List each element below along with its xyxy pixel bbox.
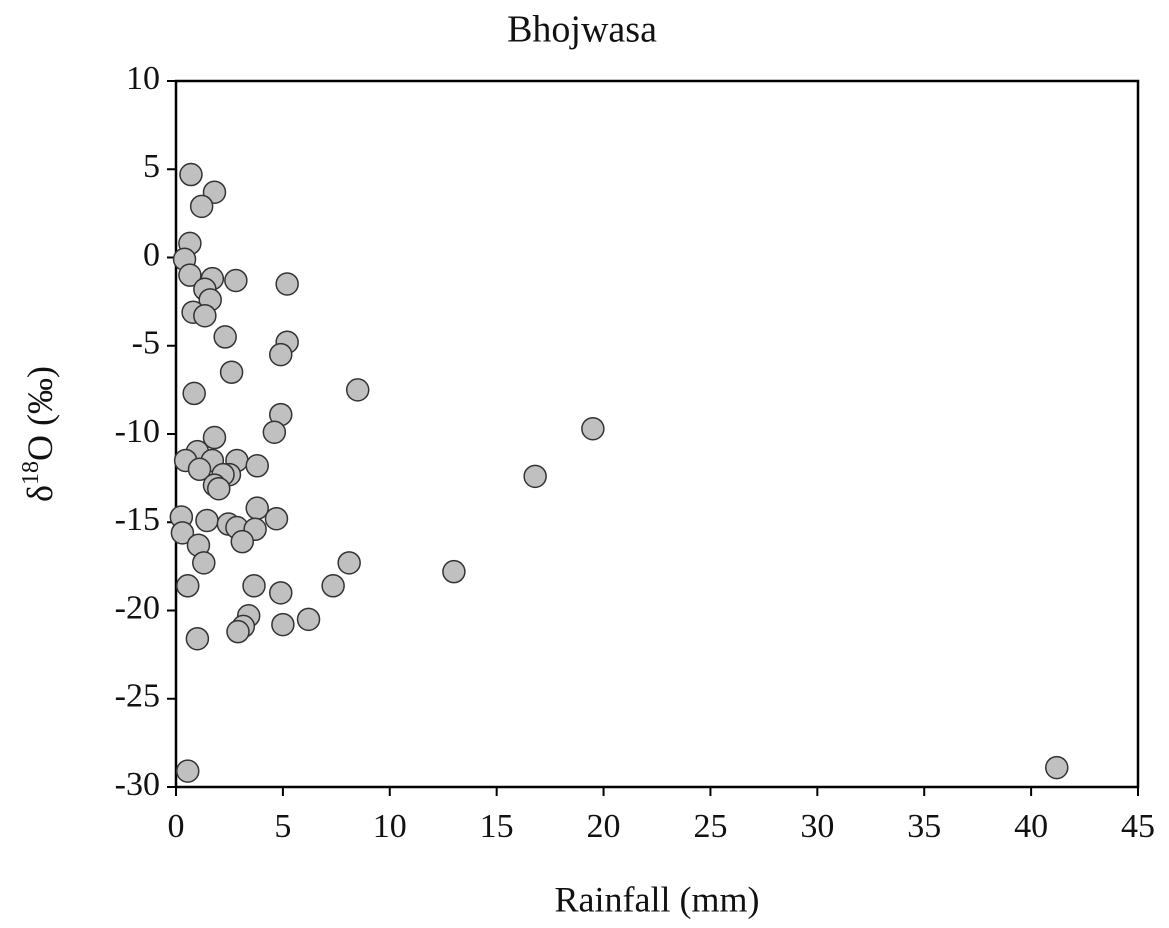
data-point xyxy=(195,508,219,533)
data-point xyxy=(193,303,217,328)
data-point xyxy=(192,551,216,575)
data-point xyxy=(213,325,237,349)
data-point xyxy=(226,619,250,644)
data-point xyxy=(1045,755,1069,780)
y-label-superscript: 18 xyxy=(18,461,44,485)
x-tick-label: 25 xyxy=(693,808,727,845)
x-tick-label: 0 xyxy=(168,808,185,845)
x-tick-label: 40 xyxy=(1014,808,1048,845)
x-axis-label: Rainfall (mm) xyxy=(555,879,760,919)
y-label-part: δ xyxy=(20,485,60,502)
y-tick-label: -10 xyxy=(115,413,160,450)
plot-frame xyxy=(174,79,1140,789)
y-tick-label: -25 xyxy=(115,678,160,715)
data-point xyxy=(176,759,200,783)
chart-title: Bhojwasa xyxy=(507,9,657,51)
y-tick-label: 5 xyxy=(143,148,160,185)
y-tick-label: 10 xyxy=(126,60,160,97)
data-point xyxy=(523,464,547,489)
data-point xyxy=(271,612,295,637)
data-point xyxy=(345,378,370,402)
x-tick-label: 20 xyxy=(587,808,621,845)
data-point xyxy=(264,506,289,531)
data-point xyxy=(245,496,269,520)
data-point xyxy=(224,268,248,293)
x-tick-label: 35 xyxy=(907,808,941,845)
data-point xyxy=(269,342,293,367)
data-point xyxy=(207,476,231,501)
data-point xyxy=(170,521,195,545)
y-axis-label: δ18O (‰) xyxy=(18,366,61,502)
data-point xyxy=(219,360,244,384)
y-tick-label: -20 xyxy=(115,589,160,626)
y-tick-label: -5 xyxy=(132,325,160,362)
data-point xyxy=(185,626,210,651)
x-tick-label: 45 xyxy=(1121,808,1155,845)
data-point xyxy=(187,457,212,482)
data-point xyxy=(275,272,299,296)
data-point xyxy=(581,416,605,441)
data-point xyxy=(202,425,227,450)
data-point xyxy=(179,162,203,187)
data-point xyxy=(245,454,269,478)
data-point xyxy=(442,559,466,584)
data-point xyxy=(242,574,266,598)
y-tick-label: 0 xyxy=(143,236,160,273)
data-point xyxy=(182,381,206,406)
y-tick-label: -30 xyxy=(115,766,160,803)
data-point xyxy=(178,263,202,287)
data-point xyxy=(262,420,287,444)
data-point xyxy=(176,574,200,598)
data-point xyxy=(321,574,345,598)
y-tick-label: -15 xyxy=(115,501,160,538)
data-point xyxy=(269,581,293,605)
x-tick-label: 15 xyxy=(480,808,514,845)
x-tick-label: 30 xyxy=(800,808,834,845)
x-tick-label: 5 xyxy=(274,808,291,845)
data-point xyxy=(296,607,321,632)
y-label-part: O (‰) xyxy=(20,366,60,461)
data-point xyxy=(189,194,214,219)
data-point xyxy=(230,529,255,554)
x-tick-label: 10 xyxy=(373,808,407,845)
data-point xyxy=(337,551,361,575)
